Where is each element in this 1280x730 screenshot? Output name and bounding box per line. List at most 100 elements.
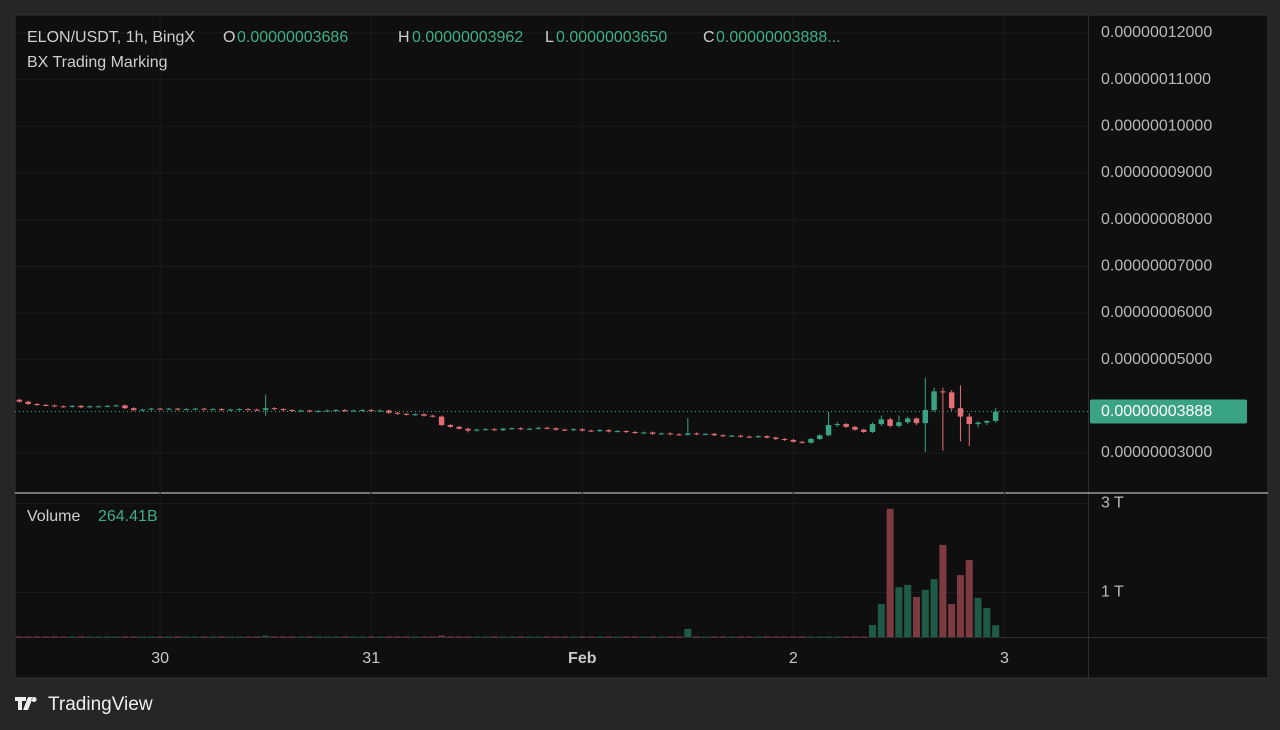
candle-body — [122, 405, 128, 409]
volume-bar — [103, 636, 111, 638]
volume-bar — [921, 589, 929, 637]
volume-bar — [235, 636, 243, 638]
ohlc-value: 0.00000003650 — [556, 29, 667, 46]
plot — [15, 377, 1247, 638]
candle-body — [69, 405, 75, 407]
candle-body — [333, 410, 339, 412]
candle-body — [43, 404, 49, 406]
candle-body — [579, 429, 586, 431]
volume-bar — [983, 608, 991, 637]
volume-bar — [816, 636, 824, 638]
volume-bar — [121, 636, 129, 638]
volume-bar — [825, 636, 833, 638]
candle-body — [324, 410, 330, 412]
candle-body — [693, 433, 700, 435]
candle-body — [781, 438, 788, 440]
candle-body — [113, 405, 119, 407]
ohlc-value: 0.00000003888... — [716, 29, 841, 46]
volume-bar — [596, 636, 604, 638]
candle-body — [553, 428, 559, 430]
candle-body — [948, 392, 955, 409]
candle-body — [394, 412, 401, 414]
chart-frame — [14, 14, 1269, 679]
volume-legend-label: Volume — [27, 508, 80, 525]
volume-bar — [279, 636, 287, 638]
last-price-label: 0.00000003888 — [1101, 403, 1212, 420]
candle-body — [526, 428, 533, 430]
volume-bar — [693, 636, 701, 638]
volume-bar — [781, 636, 789, 638]
volume-bar — [904, 584, 912, 637]
volume-bar — [262, 635, 270, 637]
candle-body — [799, 441, 805, 443]
volume-bar — [499, 636, 507, 638]
indicator-name: BX Trading Marking — [27, 54, 168, 71]
volume-bar — [306, 636, 314, 638]
volume-bar — [350, 636, 358, 638]
candle-body — [403, 413, 410, 415]
volume-bar — [209, 636, 217, 638]
candle-body — [298, 410, 304, 412]
labels: ELON/USDT, 1h, BingX O 0.00000003686 H 0… — [27, 24, 1212, 667]
volume-bar — [992, 625, 1000, 637]
candle-body — [544, 427, 550, 429]
candle-body — [843, 424, 849, 427]
candle-body — [377, 410, 383, 412]
volume-bar — [455, 636, 463, 638]
candle-body — [25, 401, 31, 404]
candle-body — [922, 410, 929, 424]
candle-body — [227, 409, 234, 411]
y-tick-label: 0.00000009000 — [1101, 164, 1212, 181]
volume-bar — [569, 636, 578, 638]
volume-bar — [446, 636, 454, 638]
candle-body — [632, 431, 638, 433]
candle-body — [931, 391, 937, 411]
volume-bar — [640, 636, 648, 638]
candle-body — [966, 416, 972, 425]
volume-bar — [789, 636, 797, 638]
volume-bar — [525, 636, 534, 638]
candle-body — [192, 408, 199, 410]
candle-body — [95, 406, 102, 408]
volume-bar — [860, 636, 868, 638]
volume-bar — [939, 544, 947, 637]
logo-icon — [15, 697, 37, 710]
volume-bar — [402, 636, 410, 638]
volume-bar — [200, 636, 208, 638]
candle-body — [702, 433, 709, 435]
volume-tick-label: 3 T — [1101, 495, 1124, 512]
candle-body — [474, 429, 480, 431]
volume-bar — [464, 636, 472, 638]
candle-body — [183, 409, 190, 411]
candle-body — [860, 429, 867, 432]
volume-bar — [33, 636, 41, 638]
candle-body — [236, 409, 243, 411]
volume-bar — [385, 636, 393, 638]
volume-bar — [798, 636, 806, 638]
volume-bar — [139, 636, 147, 638]
candle-body — [87, 406, 93, 408]
volume-bar — [174, 636, 182, 638]
candle-body — [834, 424, 841, 426]
candle-body — [368, 410, 374, 412]
volume-bar — [657, 636, 665, 638]
candle-body — [685, 433, 691, 435]
candle-body — [350, 410, 357, 412]
last-price-tag — [1090, 399, 1247, 424]
x-tick-label: 30 — [151, 650, 169, 667]
candle-body — [78, 405, 84, 408]
volume-bar — [737, 636, 745, 638]
candle-body — [817, 435, 823, 439]
candle-body — [342, 410, 348, 412]
volume-bar — [51, 636, 59, 638]
candle-body — [720, 435, 726, 437]
ohlc-key: O — [223, 29, 235, 46]
candle-body — [975, 422, 981, 425]
volume-bar — [323, 636, 331, 638]
candle-body — [482, 429, 489, 431]
candle-body — [447, 424, 454, 427]
volume-bar — [112, 636, 120, 638]
volume-bar — [728, 636, 736, 638]
candle-body — [315, 410, 322, 412]
y-tick-label: 0.00000005000 — [1101, 351, 1212, 368]
